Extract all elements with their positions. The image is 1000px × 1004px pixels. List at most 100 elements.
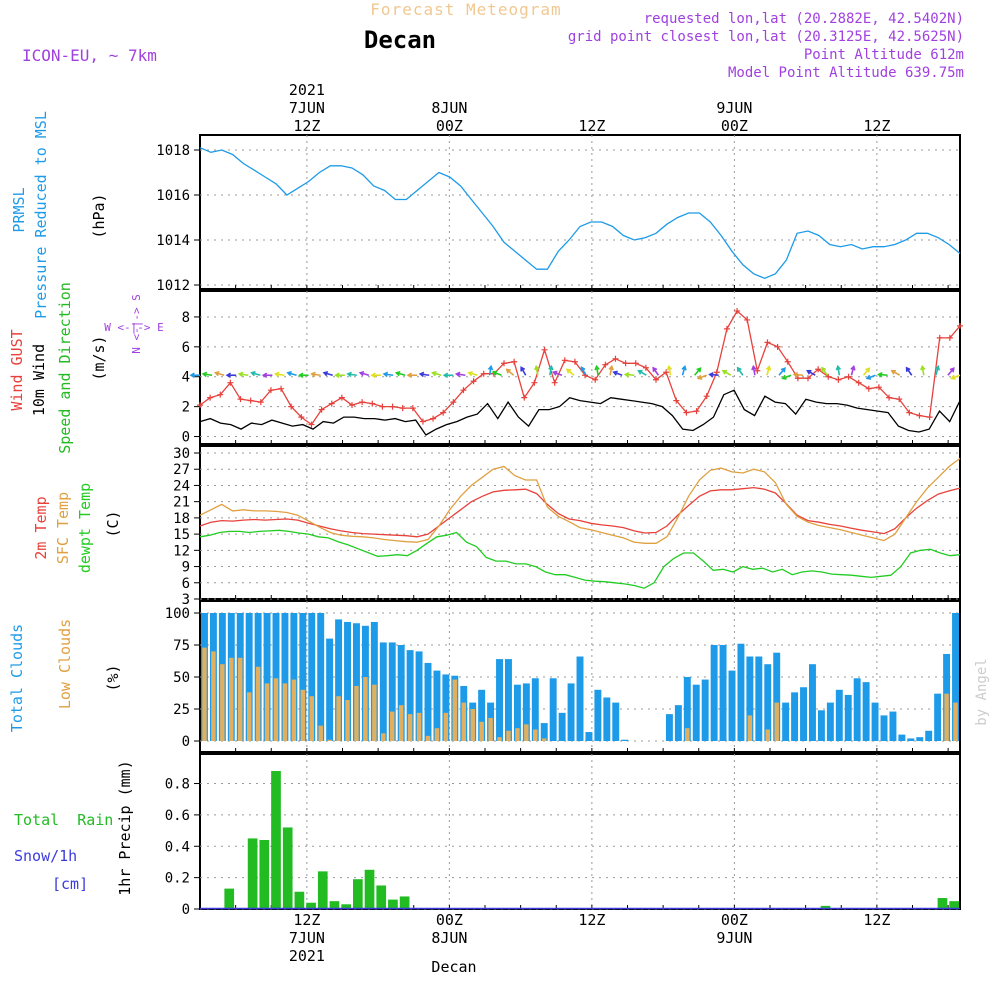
gust-point	[896, 396, 903, 403]
bottom-time-label: 12Z	[293, 911, 320, 929]
gust-point	[419, 418, 426, 425]
wind-dir-arrow-head	[780, 367, 786, 373]
wind-dir-arrow	[696, 374, 707, 380]
low-cloud-bar	[398, 705, 404, 741]
wind-dir-arrow-head	[237, 371, 244, 378]
total-cloud-bar	[424, 662, 432, 741]
gust-point	[237, 396, 244, 403]
wind-dir-arrow-head	[213, 370, 220, 377]
wind-dir-arrow	[947, 367, 955, 376]
rain-bar	[399, 896, 410, 909]
snow-label: Snow/1h	[14, 847, 77, 865]
precip-ytick-label: 0.6	[165, 808, 190, 824]
wind-dir-arrow-head	[310, 371, 316, 378]
top-time-label: 8JUN	[431, 99, 467, 117]
rain-bar	[224, 888, 235, 909]
series-2m-temp	[199, 486, 961, 538]
wind-dir-arrow-head	[751, 364, 757, 371]
gust-point	[511, 358, 518, 365]
gust-point	[865, 385, 872, 392]
low-cloud-bar	[345, 700, 350, 741]
wind-label: 10m Wind	[30, 344, 48, 416]
low-cloud-bar	[336, 696, 341, 741]
gust-point	[267, 387, 274, 394]
gust-point	[683, 409, 690, 416]
bottom-time-label: 12Z	[578, 911, 605, 929]
gust-point	[744, 316, 751, 323]
total-cloud-bar	[344, 621, 351, 741]
wind-dir-arrow	[850, 365, 856, 376]
gust-point	[957, 322, 963, 329]
clouds-ytick-label: 50	[173, 670, 190, 686]
low-cloud-bar	[363, 677, 368, 741]
wind-dir-arrow	[418, 371, 430, 378]
gust-point	[642, 364, 649, 371]
wind-dir-arrow	[821, 366, 828, 376]
wind-dir-arrow	[520, 366, 527, 376]
low-cloud-bar	[327, 739, 332, 741]
gust-point	[835, 376, 842, 383]
total-cloud-bar	[773, 652, 781, 741]
wind-ytick-label: 6	[182, 340, 190, 356]
wind-dir-arrow	[950, 374, 961, 380]
low-cloud-bar	[246, 692, 252, 741]
gust-point	[815, 366, 822, 373]
precip-ytick-label: 0.2	[165, 871, 190, 887]
total-cloud-bar	[844, 694, 852, 741]
requested-coords: requested lon,lat (20.2882E, 42.5402N)	[644, 11, 964, 27]
wind-dir-arrow-head	[850, 365, 856, 371]
series-prmsl	[199, 147, 961, 280]
gust-point	[349, 402, 355, 409]
gust-point	[318, 406, 325, 413]
wind-dir-arrow-head	[548, 364, 554, 371]
total-cloud-bar	[728, 670, 736, 741]
wind-dir-arrow-head	[225, 372, 232, 378]
wind-dir-arrow-head	[781, 374, 787, 380]
gust-point	[663, 369, 670, 376]
total-cloud-bar	[835, 689, 843, 741]
gust-point	[440, 409, 447, 416]
total-cloud-bar	[496, 659, 503, 741]
wind-dir-arrow-head	[565, 368, 572, 374]
gust-point	[602, 361, 609, 368]
wind-dir-arrow	[806, 369, 816, 376]
wind-dir-arrow	[225, 372, 237, 378]
wind-dir-arrow	[534, 364, 540, 376]
low-cloud-bar	[470, 709, 475, 741]
total-cloud-bar	[612, 702, 620, 741]
pressure-label-1: PRMSL	[10, 187, 28, 232]
wind-dir-arrow-head	[406, 372, 412, 378]
low-cloud-bar	[434, 728, 440, 741]
gust-point	[653, 376, 659, 383]
total-cloud-bar	[665, 714, 673, 741]
top-time-label: 9JUN	[716, 99, 752, 117]
rain-bar	[388, 899, 398, 909]
wind-dir-arrow-head	[467, 370, 473, 377]
low-cloud-bar	[309, 696, 314, 741]
total-cloud-bar	[925, 730, 933, 741]
rain-bar	[364, 869, 375, 909]
bottom-time-label: 8JUN	[431, 929, 467, 947]
wind-dir-arrow-head	[334, 372, 340, 378]
total-cloud-bar	[433, 670, 441, 741]
total-cloud-bar	[567, 683, 575, 741]
wind-dir-arrow-head	[934, 365, 941, 371]
gust-point	[521, 394, 528, 401]
gust-point	[430, 415, 437, 422]
total-cloud-bar	[281, 613, 289, 741]
total-cloud-bar	[683, 677, 691, 741]
panel-precip: 0 0.2 0.4 0.6 0.8	[165, 753, 961, 918]
bottom-time-label: 12Z	[863, 911, 890, 929]
gust-point	[571, 358, 578, 365]
pressure-frame	[199, 134, 961, 290]
gust-point	[906, 409, 913, 416]
precip-ytick-label: 0.8	[165, 777, 190, 793]
temp-ytick-label: 3	[182, 592, 190, 608]
wind-dir-arrow-head	[652, 366, 658, 372]
gust-point	[946, 334, 953, 341]
gust-point	[713, 369, 720, 376]
total-cloud-bar	[934, 693, 942, 741]
footer-station: Decan	[431, 958, 476, 976]
wind-dir-arrow-head	[806, 369, 812, 375]
